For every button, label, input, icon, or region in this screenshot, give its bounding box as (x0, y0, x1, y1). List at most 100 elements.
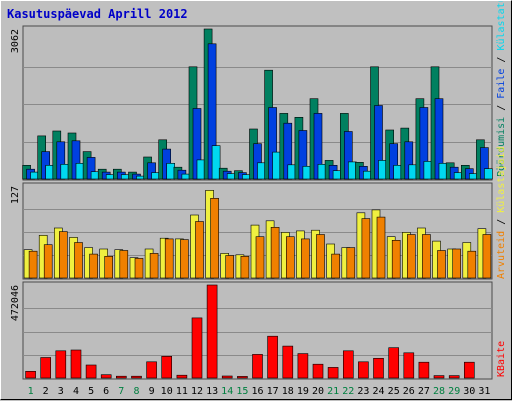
x-tick-label-7: 7 (118, 386, 124, 397)
bottom-bar-day-2-series-1 (40, 357, 52, 379)
middle-bar-day-7-series-2 (119, 250, 129, 279)
bottom-bar-day-15-series-1 (237, 376, 248, 379)
right-label-middle-separator: / (496, 213, 507, 231)
top-bar-day-13-series-3 (211, 145, 221, 180)
x-tick-label-5: 5 (88, 386, 94, 397)
x-tick-label-2: 2 (43, 386, 49, 397)
top-bar-day-1-series-3 (30, 171, 39, 180)
bottom-bar-day-29-series-1 (448, 375, 460, 379)
middle-bar-day-13-series-2 (210, 198, 219, 279)
x-tick-label-9: 9 (149, 386, 155, 397)
bottom-bar-day-11-series-1 (176, 374, 188, 379)
middle-bar-day-5-series-2 (89, 253, 98, 279)
top-bar-day-8-series-3 (136, 175, 145, 180)
x-tick-label-22: 22 (342, 386, 354, 397)
bottom-bar-day-16-series-1 (252, 354, 263, 379)
bottom-bar-day-30-series-1 (463, 361, 475, 379)
x-tick-label-21: 21 (327, 386, 339, 397)
bottom-bar-day-5-series-1 (85, 364, 97, 379)
bottom-bar-day-13-series-1 (206, 284, 218, 379)
top-bar-day-31-series-3 (484, 168, 493, 180)
middle-bar-day-18-series-2 (285, 236, 295, 279)
x-tick-label-25: 25 (388, 386, 400, 397)
bottom-bar-day-28-series-1 (433, 375, 445, 379)
bottom-bar-day-14-series-1 (221, 375, 233, 379)
top-bar-day-20-series-3 (317, 164, 327, 180)
x-tick-label-10: 10 (161, 386, 173, 397)
bottom-bar-day-22-series-1 (342, 350, 354, 379)
bottom-bar-day-3-series-1 (55, 350, 67, 379)
middle-bar-day-21-series-2 (331, 253, 340, 279)
x-tick-label-8: 8 (133, 386, 139, 397)
bottom-bar-day-20-series-1 (312, 363, 324, 379)
bottom-bar-day-24-series-1 (373, 357, 384, 379)
bottom-bar-day-9-series-1 (146, 361, 157, 379)
middle-bar-day-17-series-2 (270, 227, 280, 279)
middle-bar-day-11-series-2 (180, 239, 189, 279)
middle-bar-day-22-series-2 (346, 247, 356, 279)
bottom-bar-day-17-series-1 (267, 335, 278, 379)
x-tick-label-18: 18 (282, 386, 294, 397)
x-tick-label-11: 11 (176, 386, 188, 397)
top-bar-day-17-series-3 (272, 151, 281, 180)
top-bar-day-15-series-3 (242, 174, 251, 180)
top-bar-day-16-series-3 (257, 162, 266, 180)
right-label-top-separator: / (496, 99, 507, 117)
bottom-bar-day-10-series-1 (161, 355, 172, 379)
top-bar-day-6-series-3 (105, 174, 115, 180)
middle-bar-day-30-series-2 (467, 250, 477, 279)
top-bar-day-26-series-3 (408, 164, 418, 180)
top-bar-day-28-series-3 (438, 163, 448, 180)
middle-bar-day-19-series-2 (301, 238, 310, 279)
middle-bar-day-2-series-2 (43, 244, 53, 279)
bottom-bar-day-7-series-1 (116, 375, 127, 379)
top-bar-day-30-series-3 (468, 173, 478, 180)
right-label-top-part-1: Pöördumisi (496, 117, 507, 177)
middle-bar-day-4-series-2 (74, 242, 83, 279)
right-label-middle-part-1: Arvuteid (496, 231, 507, 279)
middle-bar-day-26-series-2 (406, 234, 416, 279)
bottom-bar-day-26-series-1 (403, 352, 415, 379)
middle-bar-day-24-series-2 (376, 216, 386, 279)
top-bar-day-19-series-3 (302, 166, 312, 180)
bottom-bar-day-23-series-1 (358, 361, 369, 379)
x-tick-label-27: 27 (418, 386, 430, 397)
x-tick-label-28: 28 (433, 386, 445, 397)
top-bar-day-18-series-3 (287, 164, 297, 180)
bottom-bar-day-19-series-1 (297, 353, 309, 379)
chart-title: Kasutuspäevad Aprill 2012 (7, 7, 188, 21)
middle-bar-day-15-series-2 (240, 256, 250, 279)
right-label-top-separator: / (496, 51, 507, 69)
right-label-top: Pöördumisi / Faile / Külastatud (496, 1, 507, 177)
x-tick-label-24: 24 (372, 386, 384, 397)
top-bar-day-11-series-3 (181, 173, 191, 180)
right-label-top-part-2: Faile (496, 69, 507, 99)
middle-ytick-label: 127 (10, 186, 21, 204)
middle-bar-day-3-series-2 (58, 231, 68, 279)
x-tick-label-17: 17 (267, 386, 279, 397)
middle-bar-day-8-series-2 (134, 258, 144, 279)
bottom-bar-day-21-series-1 (327, 367, 339, 379)
top-bar-day-12-series-3 (196, 159, 206, 180)
x-tick-label-6: 6 (103, 386, 109, 397)
top-bar-day-10-series-3 (166, 163, 175, 180)
top-bar-day-27-series-3 (423, 161, 433, 180)
bottom-bar-day-4-series-1 (70, 349, 82, 379)
right-label-middle: Arvuteid / Külastajaid (496, 147, 507, 279)
bottom-bar-day-25-series-1 (388, 347, 400, 379)
middle-bar-day-27-series-2 (422, 234, 431, 279)
middle-bar-day-9-series-2 (149, 253, 159, 279)
x-tick-label-19: 19 (297, 386, 309, 397)
middle-bar-day-29-series-2 (452, 248, 462, 279)
top-bar-day-14-series-3 (226, 173, 236, 180)
x-tick-label-23: 23 (357, 386, 369, 397)
bottom-bar-day-8-series-1 (131, 375, 142, 379)
middle-bar-day-25-series-2 (391, 240, 401, 279)
top-bar-day-21-series-3 (332, 170, 342, 180)
x-tick-label-15: 15 (236, 386, 248, 397)
middle-bar-day-23-series-2 (361, 218, 371, 279)
top-bar-day-23-series-3 (363, 170, 372, 180)
right-label-bottom-part-1: KBaite (496, 341, 507, 377)
middle-bar-day-16-series-2 (255, 236, 265, 279)
